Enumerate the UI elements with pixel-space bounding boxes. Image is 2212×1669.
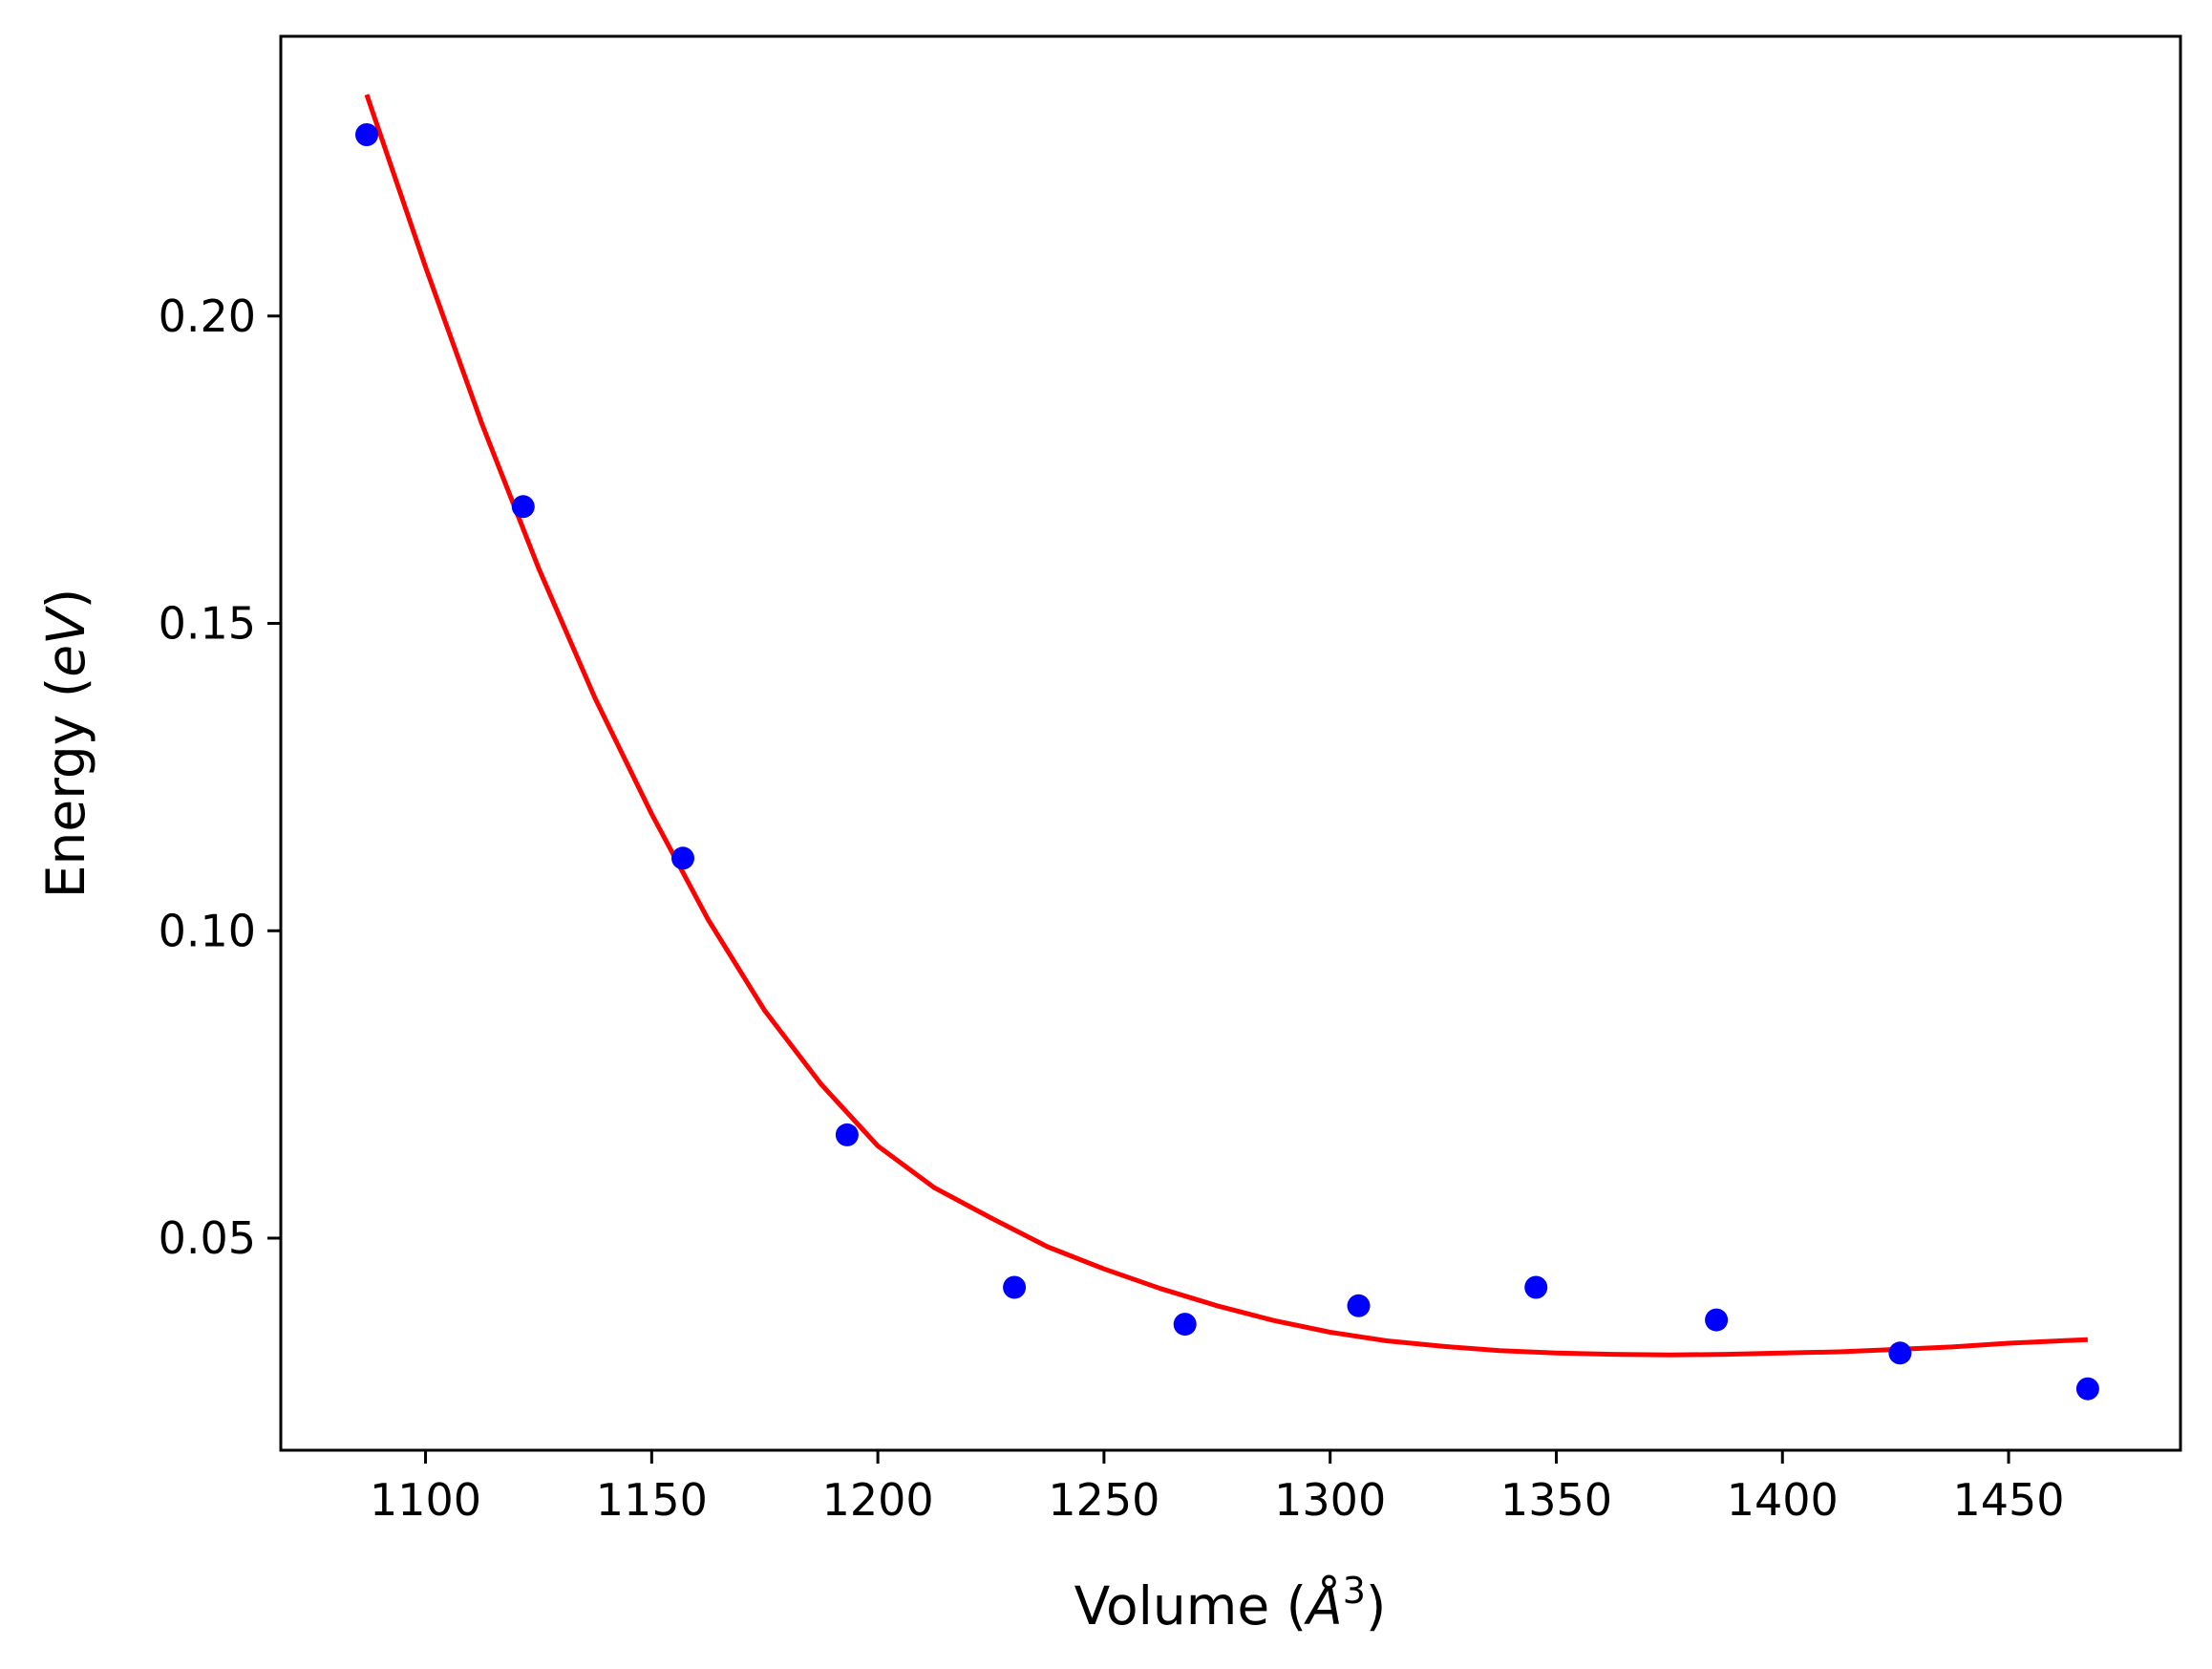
plot-area xyxy=(355,94,2099,1401)
x-tick-label-1350: 1350 xyxy=(1500,1474,1612,1526)
x-tick-label-1150: 1150 xyxy=(596,1474,708,1526)
data-point-10 xyxy=(1888,1341,1912,1365)
x-tick-label-1450: 1450 xyxy=(1953,1474,2065,1526)
data-point-7 xyxy=(1347,1294,1371,1317)
data-point-11 xyxy=(2075,1377,2099,1401)
x-tick-label-1250: 1250 xyxy=(1048,1474,1159,1526)
fit-curve-line xyxy=(364,94,2089,1358)
x-tick-label-1400: 1400 xyxy=(1727,1474,1839,1526)
y-axis-label: Energy (eV) xyxy=(35,588,96,898)
data-point-4 xyxy=(835,1123,859,1146)
data-point-6 xyxy=(1173,1313,1197,1337)
axes-frame xyxy=(279,34,2182,1452)
data-point-3 xyxy=(671,846,694,870)
y-tick-label-0.20: 0.20 xyxy=(159,290,256,342)
x-axis-label: Volume (Å3) xyxy=(1074,1570,1387,1637)
data-point-1 xyxy=(355,123,378,146)
x-tick-label-1100: 1100 xyxy=(370,1474,481,1526)
y-tick-label-0.05: 0.05 xyxy=(159,1212,256,1264)
y-tick-label-0.10: 0.10 xyxy=(159,905,256,956)
data-point-2 xyxy=(511,495,535,519)
axis-ticks: 1100 1150 1200 1250 1300 1350 1400 1450 0.05 0.10… xyxy=(159,290,2065,1526)
data-point-5 xyxy=(1003,1275,1027,1299)
data-point-8 xyxy=(1524,1275,1548,1299)
y-tick-label-0.15: 0.15 xyxy=(159,598,256,650)
x-tick-label-1200: 1200 xyxy=(822,1474,934,1526)
x-tick-label-1300: 1300 xyxy=(1274,1474,1386,1526)
data-point-9 xyxy=(1705,1308,1729,1332)
